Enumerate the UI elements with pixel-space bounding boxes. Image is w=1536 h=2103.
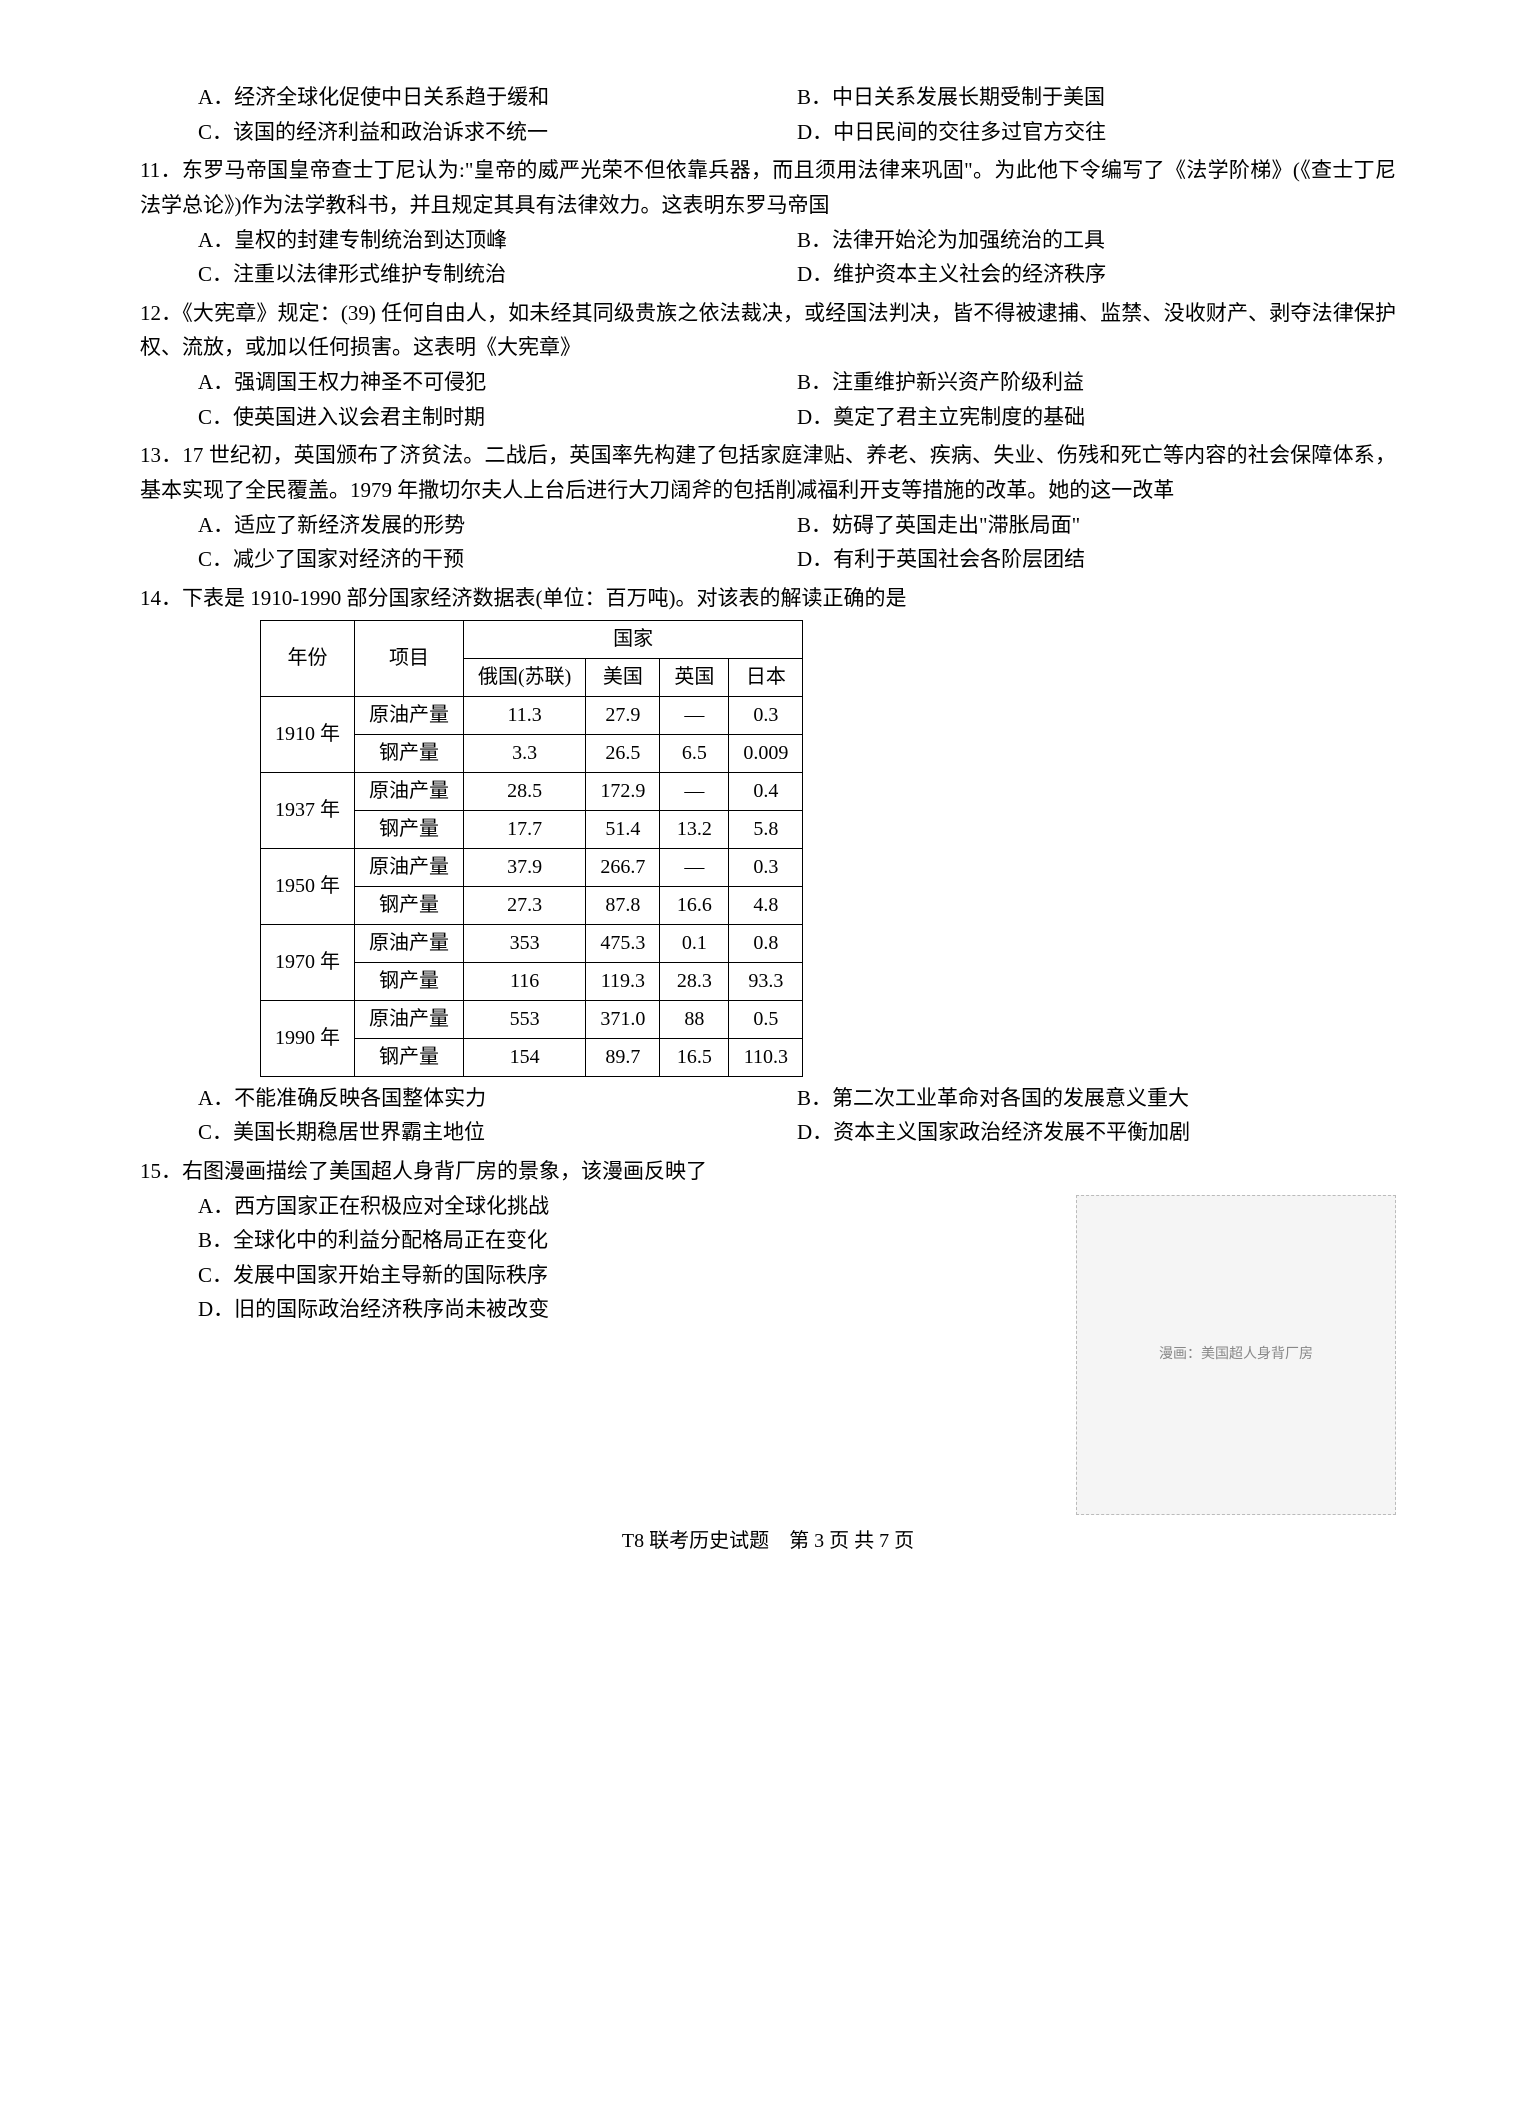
- table-cell: 16.6: [660, 886, 729, 924]
- q11-option-c: C．注重以法律形式维护专制统治: [198, 257, 797, 292]
- q12-option-d: D．奠定了君主立宪制度的基础: [797, 400, 1396, 435]
- table-cell: 110.3: [729, 1038, 803, 1076]
- table-cell: 0.1: [660, 924, 729, 962]
- table-cell: 0.8: [729, 924, 803, 962]
- table-cell: 13.2: [660, 810, 729, 848]
- table-year: 1910 年: [261, 696, 355, 772]
- q10-option-b: B．中日关系发展长期受制于美国: [797, 80, 1396, 115]
- table-cell: 16.5: [660, 1038, 729, 1076]
- q14-option-a: A．不能准确反映各国整体实力: [198, 1081, 797, 1116]
- q11-stem: 11．东罗马帝国皇帝查士丁尼认为:"皇帝的威严光荣不但依靠兵器，而且须用法律来巩…: [140, 153, 1396, 222]
- table-item: 原油产量: [355, 696, 464, 734]
- q13: 13．17 世纪初，英国颁布了济贫法。二战后，英国率先构建了包括家庭津贴、养老、…: [140, 438, 1396, 577]
- q14: 14．下表是 1910-1990 部分国家经济数据表(单位：百万吨)。对该表的解…: [140, 581, 1396, 1150]
- table-item: 钢产量: [355, 734, 464, 772]
- th-c4: 日本: [729, 658, 803, 696]
- q14-option-d: D．资本主义国家政治经济发展不平衡加剧: [797, 1115, 1396, 1150]
- q13-option-a: A．适应了新经济发展的形势: [198, 508, 797, 543]
- th-c2: 美国: [586, 658, 660, 696]
- table-cell: 89.7: [586, 1038, 660, 1076]
- q10-option-c: C．该国的经济利益和政治诉求不统一: [198, 115, 797, 150]
- q13-option-b: B．妨碍了英国走出"滞胀局面": [797, 508, 1396, 543]
- table-cell: 4.8: [729, 886, 803, 924]
- table-cell: 119.3: [586, 962, 660, 1000]
- page-footer: T8 联考历史试题 第 3 页 共 7 页: [140, 1525, 1396, 1558]
- q12-option-a: A．强调国王权力神圣不可侵犯: [198, 365, 797, 400]
- table-cell: —: [660, 772, 729, 810]
- th-item: 项目: [355, 620, 464, 696]
- q11: 11．东罗马帝国皇帝查士丁尼认为:"皇帝的威严光荣不但依靠兵器，而且须用法律来巩…: [140, 153, 1396, 292]
- q10-option-d: D．中日民间的交往多过官方交往: [797, 115, 1396, 150]
- table-cell: 26.5: [586, 734, 660, 772]
- table-cell: —: [660, 696, 729, 734]
- table-item: 钢产量: [355, 1038, 464, 1076]
- q13-option-d: D．有利于英国社会各阶层团结: [797, 542, 1396, 577]
- table-item: 原油产量: [355, 848, 464, 886]
- th-year: 年份: [261, 620, 355, 696]
- cartoon-caption: 漫画：美国超人身背厂房: [1159, 1343, 1313, 1366]
- q10-option-a: A．经济全球化促使中日关系趋于缓和: [198, 80, 797, 115]
- table-cell: 0.5: [729, 1000, 803, 1038]
- table-cell: 553: [464, 1000, 586, 1038]
- q14-table: 年份 项目 国家 俄国(苏联) 美国 英国 日本 1910 年原油产量11.32…: [260, 620, 803, 1077]
- table-year: 1970 年: [261, 924, 355, 1000]
- table-cell: 27.3: [464, 886, 586, 924]
- q11-option-b: B．法律开始沦为加强统治的工具: [797, 223, 1396, 258]
- q11-option-d: D．维护资本主义社会的经济秩序: [797, 257, 1396, 292]
- table-cell: 3.3: [464, 734, 586, 772]
- q14-option-b: B．第二次工业革命对各国的发展意义重大: [797, 1081, 1396, 1116]
- q13-option-c: C．减少了国家对经济的干预: [198, 542, 797, 577]
- q11-option-a: A．皇权的封建专制统治到达顶峰: [198, 223, 797, 258]
- q13-stem: 13．17 世纪初，英国颁布了济贫法。二战后，英国率先构建了包括家庭津贴、养老、…: [140, 438, 1396, 507]
- q15-stem: 15．右图漫画描绘了美国超人身背厂房的景象，该漫画反映了: [140, 1154, 1396, 1189]
- q12-option-c: C．使英国进入议会君主制时期: [198, 400, 797, 435]
- th-country: 国家: [464, 620, 803, 658]
- q12-stem: 12．《大宪章》规定：(39) 任何自由人，如未经其同级贵族之依法裁决，或经国法…: [140, 296, 1396, 365]
- table-cell: 11.3: [464, 696, 586, 734]
- table-year: 1937 年: [261, 772, 355, 848]
- table-cell: 154: [464, 1038, 586, 1076]
- table-cell: 0.3: [729, 696, 803, 734]
- table-cell: —: [660, 848, 729, 886]
- table-cell: 0.3: [729, 848, 803, 886]
- table-cell: 172.9: [586, 772, 660, 810]
- table-year: 1950 年: [261, 848, 355, 924]
- table-item: 原油产量: [355, 1000, 464, 1038]
- q10-options: A．经济全球化促使中日关系趋于缓和 B．中日关系发展长期受制于美国 C．该国的经…: [140, 80, 1396, 149]
- table-cell: 27.9: [586, 696, 660, 734]
- table-cell: 116: [464, 962, 586, 1000]
- table-cell: 5.8: [729, 810, 803, 848]
- table-cell: 93.3: [729, 962, 803, 1000]
- table-cell: 87.8: [586, 886, 660, 924]
- table-item: 钢产量: [355, 962, 464, 1000]
- table-cell: 28.3: [660, 962, 729, 1000]
- table-cell: 51.4: [586, 810, 660, 848]
- table-cell: 353: [464, 924, 586, 962]
- q14-stem: 14．下表是 1910-1990 部分国家经济数据表(单位：百万吨)。对该表的解…: [140, 581, 1396, 616]
- table-cell: 17.7: [464, 810, 586, 848]
- table-cell: 371.0: [586, 1000, 660, 1038]
- q14-option-c: C．美国长期稳居世界霸主地位: [198, 1115, 797, 1150]
- table-year: 1990 年: [261, 1000, 355, 1076]
- table-cell: 28.5: [464, 772, 586, 810]
- table-cell: 266.7: [586, 848, 660, 886]
- q12: 12．《大宪章》规定：(39) 任何自由人，如未经其同级贵族之依法裁决，或经国法…: [140, 296, 1396, 435]
- table-cell: 37.9: [464, 848, 586, 886]
- table-cell: 0.009: [729, 734, 803, 772]
- table-item: 原油产量: [355, 772, 464, 810]
- table-item: 钢产量: [355, 810, 464, 848]
- q15: 15．右图漫画描绘了美国超人身背厂房的景象，该漫画反映了 漫画：美国超人身背厂房…: [140, 1154, 1396, 1327]
- table-cell: 475.3: [586, 924, 660, 962]
- table-cell: 6.5: [660, 734, 729, 772]
- table-item: 钢产量: [355, 886, 464, 924]
- th-c3: 英国: [660, 658, 729, 696]
- table-item: 原油产量: [355, 924, 464, 962]
- table-cell: 0.4: [729, 772, 803, 810]
- th-c1: 俄国(苏联): [464, 658, 586, 696]
- q12-option-b: B．注重维护新兴资产阶级利益: [797, 365, 1396, 400]
- cartoon-image: 漫画：美国超人身背厂房: [1076, 1195, 1396, 1515]
- table-cell: 88: [660, 1000, 729, 1038]
